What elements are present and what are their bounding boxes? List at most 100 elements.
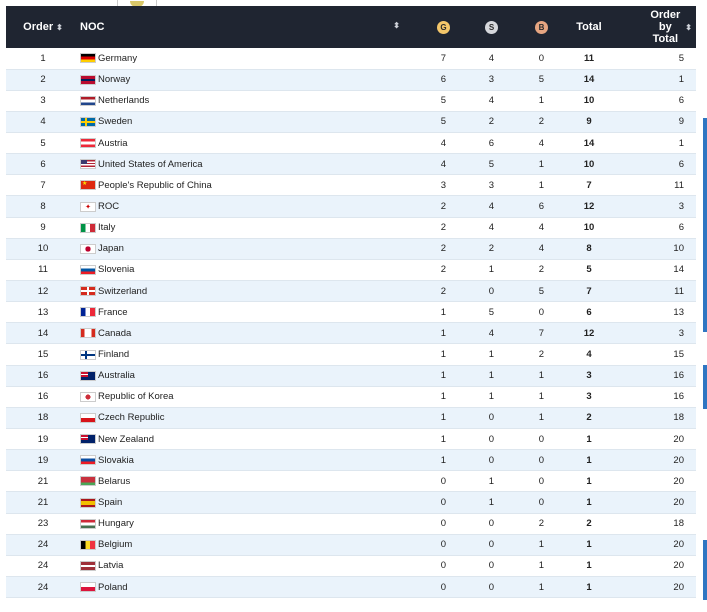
- total-cell: 7: [586, 285, 592, 297]
- flag-icon: [80, 582, 96, 593]
- country-name[interactable]: Slovenia: [98, 264, 135, 276]
- noc-cell[interactable]: Norway: [80, 69, 410, 90]
- order-cell: 3: [40, 95, 46, 107]
- table-row: 1 Germany 7 4 0 11 5: [6, 48, 696, 70]
- country-name[interactable]: Republic of Korea: [98, 391, 174, 403]
- noc-cell[interactable]: United States of America: [80, 154, 410, 175]
- gold-cell: 4: [440, 158, 446, 170]
- bronze-cell: 1: [538, 95, 544, 107]
- country-name[interactable]: Switzerland: [98, 285, 148, 297]
- noc-cell[interactable]: Belgium: [80, 534, 410, 555]
- country-name[interactable]: People's Republic of China: [98, 179, 212, 191]
- gold-cell: 0: [440, 497, 446, 509]
- country-name[interactable]: Belarus: [98, 475, 131, 487]
- gold-cell: 7: [440, 52, 446, 64]
- order-by-total-cell: 6: [678, 158, 684, 170]
- noc-cell[interactable]: Sweden: [80, 111, 410, 132]
- noc-cell[interactable]: Republic of Korea: [80, 386, 410, 407]
- noc-cell[interactable]: Japan: [80, 238, 410, 259]
- country-name[interactable]: Canada: [98, 327, 132, 339]
- country-name[interactable]: Belgium: [98, 539, 133, 551]
- silver-cell: 2: [488, 243, 494, 255]
- table-row: 11 Slovenia 2 1 2 5 14: [6, 259, 696, 281]
- country-name[interactable]: Germany: [98, 52, 138, 64]
- country-name[interactable]: Sweden: [98, 116, 133, 128]
- country-name[interactable]: Latvia: [98, 560, 124, 572]
- sort-icon[interactable]: ⬍: [393, 21, 400, 30]
- noc-cell[interactable]: Switzerland: [80, 281, 410, 302]
- noc-cell[interactable]: Netherlands: [80, 90, 410, 111]
- noc-cell[interactable]: Finland: [80, 344, 410, 365]
- noc-cell[interactable]: Czech Republic: [80, 407, 410, 428]
- total-column-header[interactable]: Total: [560, 6, 618, 48]
- total-cell: 1: [586, 454, 592, 466]
- noc-cell[interactable]: Spain: [80, 492, 410, 513]
- silver-cell: 1: [488, 349, 494, 361]
- order-cell: 18: [37, 412, 49, 424]
- noc-column-header[interactable]: NOC ⬍: [80, 6, 410, 48]
- order-by-total-cell: 11: [674, 179, 684, 191]
- noc-cell[interactable]: Belarus: [80, 471, 410, 492]
- table-row: 13 France 1 5 0 6 13: [6, 301, 696, 323]
- noc-cell[interactable]: Germany: [80, 48, 410, 69]
- sort-icon[interactable]: ⬍: [56, 23, 63, 32]
- country-name[interactable]: Czech Republic: [98, 412, 165, 424]
- flag-icon: [80, 539, 96, 550]
- gold-cell: 2: [440, 264, 446, 276]
- silver-column-header[interactable]: S: [458, 6, 508, 48]
- gold-cell: 1: [440, 454, 446, 466]
- country-name[interactable]: Austria: [98, 137, 128, 149]
- order-cell: 14: [37, 327, 49, 339]
- flag-icon: ✦: [80, 201, 96, 212]
- noc-cell[interactable]: Slovakia: [80, 450, 410, 471]
- order-by-total-column-header[interactable]: Order by Total ⬍: [618, 6, 696, 48]
- country-name[interactable]: Australia: [98, 370, 135, 382]
- country-name[interactable]: ROC: [98, 201, 120, 213]
- noc-cell[interactable]: ✦ ROC: [80, 196, 410, 217]
- silver-cell: 0: [488, 454, 494, 466]
- country-name[interactable]: Slovakia: [98, 454, 134, 466]
- order-by-total-cell: 5: [678, 52, 684, 64]
- sort-icon[interactable]: ⬍: [685, 22, 692, 32]
- order-cell: 11: [38, 264, 48, 276]
- table-row: 7 ★ People's Republic of China 3 3 1 7 11: [6, 174, 696, 196]
- table-row: 19 New Zealand 1 0 0 1 20: [6, 428, 696, 450]
- total-cell: 9: [586, 116, 592, 128]
- noc-cell[interactable]: Austria: [80, 133, 410, 154]
- order-column-header[interactable]: Order ⬍: [6, 6, 80, 48]
- gold-cell: 0: [440, 560, 446, 572]
- country-name[interactable]: Finland: [98, 349, 130, 361]
- country-name[interactable]: Poland: [98, 581, 128, 593]
- order-cell: 15: [37, 349, 49, 361]
- country-name[interactable]: Netherlands: [98, 95, 150, 107]
- noc-cell[interactable]: Latvia: [80, 555, 410, 576]
- noc-cell[interactable]: France: [80, 302, 410, 323]
- country-name[interactable]: France: [98, 306, 128, 318]
- order-cell: 13: [37, 306, 49, 318]
- country-name[interactable]: Hungary: [98, 518, 134, 530]
- noc-cell[interactable]: Poland: [80, 577, 410, 598]
- noc-cell[interactable]: Canada: [80, 323, 410, 344]
- noc-cell[interactable]: Slovenia: [80, 259, 410, 280]
- noc-cell[interactable]: Australia: [80, 365, 410, 386]
- noc-cell[interactable]: ★ People's Republic of China: [80, 175, 410, 196]
- silver-cell: 1: [488, 475, 494, 487]
- country-name[interactable]: Spain: [98, 497, 123, 509]
- bronze-cell: 1: [538, 158, 544, 170]
- bronze-cell: 1: [538, 539, 544, 551]
- country-name[interactable]: New Zealand: [98, 433, 154, 445]
- total-cell: 1: [586, 433, 592, 445]
- flag-icon: [80, 53, 96, 64]
- noc-cell[interactable]: Hungary: [80, 513, 410, 534]
- country-name[interactable]: Japan: [98, 243, 124, 255]
- bronze-column-header[interactable]: B: [508, 6, 560, 48]
- noc-cell[interactable]: Italy: [80, 217, 410, 238]
- bronze-cell: 1: [538, 370, 544, 382]
- noc-cell[interactable]: New Zealand: [80, 429, 410, 450]
- gold-cell: 0: [440, 581, 446, 593]
- table-row: 4 Sweden 5 2 2 9 9: [6, 111, 696, 133]
- country-name[interactable]: Norway: [98, 74, 131, 86]
- country-name[interactable]: United States of America: [98, 158, 203, 170]
- country-name[interactable]: Italy: [98, 222, 116, 234]
- gold-column-header[interactable]: G: [410, 6, 458, 48]
